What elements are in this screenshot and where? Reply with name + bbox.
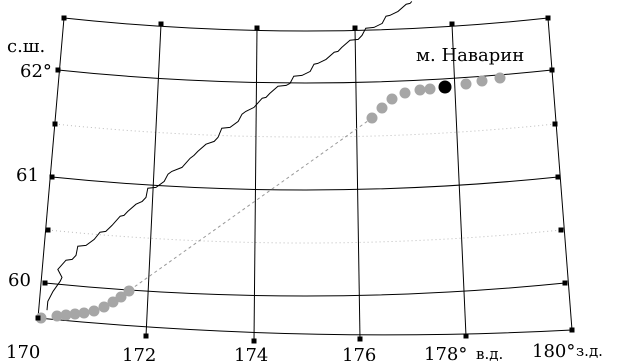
lat-label-60: 60 bbox=[8, 270, 31, 291]
grid-tick-mark bbox=[569, 327, 575, 333]
grid-tick-mark bbox=[52, 121, 58, 127]
lon-label-172: 172 bbox=[122, 345, 156, 361]
lon-label-176: 176 bbox=[342, 345, 376, 361]
track-point bbox=[98, 301, 110, 313]
grid-tick-mark bbox=[158, 21, 164, 27]
track-point bbox=[399, 87, 411, 99]
grid-tick-mark bbox=[42, 280, 48, 286]
track-point bbox=[123, 285, 135, 297]
grid-tick-mark bbox=[449, 21, 455, 27]
lon-label-180: 180° bbox=[532, 341, 575, 361]
grid-tick-mark bbox=[549, 67, 555, 73]
track-point bbox=[88, 305, 100, 317]
grid-tick-mark bbox=[254, 25, 260, 31]
parallel-line bbox=[51, 176, 559, 191]
track-point bbox=[60, 309, 72, 321]
lon-unit-east: в.д. bbox=[476, 345, 503, 361]
grid-tick-mark bbox=[55, 67, 61, 73]
coastline bbox=[46, 1, 413, 311]
track-point bbox=[115, 291, 127, 303]
lat-unit-label: с.ш. bbox=[7, 36, 45, 57]
grid-tick-mark bbox=[35, 315, 41, 321]
grid-tick-mark bbox=[49, 174, 55, 180]
place-label-navarin: м. Наварин bbox=[416, 45, 524, 66]
track-point bbox=[424, 83, 436, 95]
cape-navarin-marker bbox=[438, 80, 452, 94]
parallel-line bbox=[44, 282, 566, 297]
grid-tick-mark bbox=[352, 25, 358, 31]
minor-gridlines bbox=[47, 123, 562, 244]
track-connector-line bbox=[129, 117, 373, 291]
meridian-line bbox=[451, 23, 467, 337]
grid-tick-mark bbox=[545, 15, 551, 21]
parallel-line bbox=[37, 317, 573, 336]
track-point bbox=[107, 296, 119, 308]
track-point bbox=[386, 93, 398, 105]
grid-tick-mark bbox=[61, 15, 67, 21]
lon-label-170: 170 bbox=[6, 342, 40, 361]
meridian-line bbox=[145, 23, 162, 337]
track-point bbox=[69, 308, 81, 320]
minor-parallel-line bbox=[47, 229, 562, 244]
frame-corner-ticks bbox=[35, 15, 575, 344]
track-point bbox=[460, 78, 472, 90]
grid-tick-mark bbox=[562, 280, 568, 286]
grid-tick-mark bbox=[552, 121, 558, 127]
grid-tick-mark bbox=[463, 333, 469, 339]
grid-tick-mark bbox=[555, 174, 561, 180]
minor-parallel-line bbox=[54, 123, 556, 138]
lat-label-62: 62° bbox=[20, 61, 52, 82]
grid-tick-mark bbox=[357, 336, 363, 342]
track-point bbox=[376, 102, 388, 114]
meridian-line bbox=[354, 27, 361, 340]
grid-tick-mark bbox=[143, 333, 149, 339]
track-point bbox=[35, 312, 47, 324]
grid-tick-mark bbox=[558, 227, 564, 233]
track-point bbox=[78, 307, 90, 319]
parallel-line bbox=[63, 17, 549, 32]
track-points bbox=[35, 72, 506, 324]
lon-label-178: 178° bbox=[424, 344, 467, 361]
grid-tick-mark bbox=[251, 338, 257, 344]
track-point bbox=[414, 84, 426, 96]
lon-label-174: 174 bbox=[234, 345, 268, 361]
track-point bbox=[494, 72, 506, 84]
track-point bbox=[366, 112, 378, 124]
grid-tick-mark bbox=[45, 227, 51, 233]
lon-unit-west: з.д. bbox=[576, 342, 603, 360]
lat-label-61: 61 bbox=[16, 165, 39, 186]
track-point bbox=[476, 75, 488, 87]
meridian-line bbox=[253, 27, 258, 342]
track-point bbox=[51, 310, 63, 322]
